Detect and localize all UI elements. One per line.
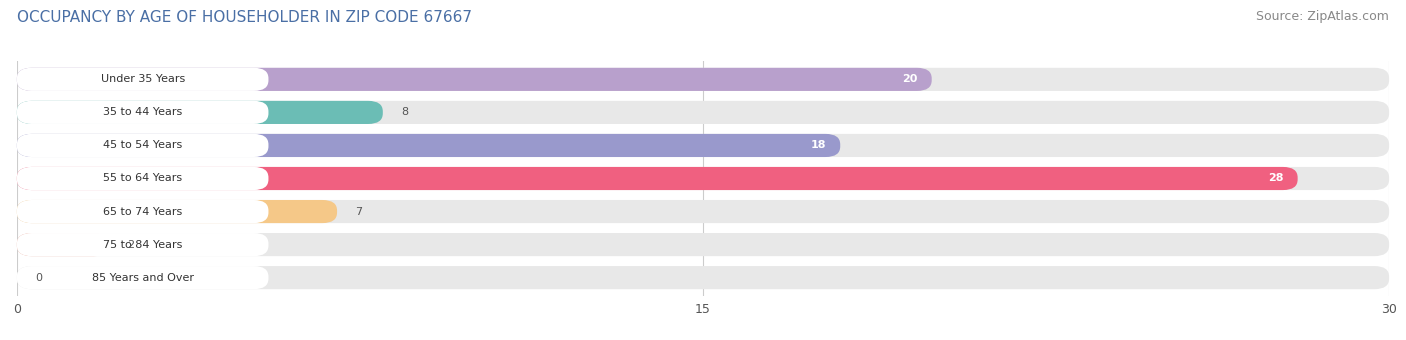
- FancyBboxPatch shape: [17, 167, 1389, 190]
- Text: 18: 18: [811, 140, 827, 151]
- Text: 28: 28: [1268, 173, 1284, 184]
- FancyBboxPatch shape: [17, 134, 1389, 157]
- FancyBboxPatch shape: [17, 233, 108, 256]
- FancyBboxPatch shape: [17, 101, 1389, 124]
- FancyBboxPatch shape: [17, 200, 269, 223]
- Text: 85 Years and Over: 85 Years and Over: [91, 273, 194, 283]
- Text: 35 to 44 Years: 35 to 44 Years: [103, 107, 183, 117]
- Text: 45 to 54 Years: 45 to 54 Years: [103, 140, 183, 151]
- FancyBboxPatch shape: [17, 200, 1389, 223]
- Text: 2: 2: [127, 240, 134, 250]
- FancyBboxPatch shape: [17, 200, 337, 223]
- Text: 65 to 74 Years: 65 to 74 Years: [103, 206, 183, 217]
- FancyBboxPatch shape: [17, 68, 932, 91]
- FancyBboxPatch shape: [17, 266, 269, 289]
- FancyBboxPatch shape: [17, 68, 1389, 91]
- Text: 20: 20: [903, 74, 918, 84]
- Text: 8: 8: [401, 107, 408, 117]
- Text: Under 35 Years: Under 35 Years: [101, 74, 184, 84]
- FancyBboxPatch shape: [17, 167, 269, 190]
- FancyBboxPatch shape: [17, 68, 269, 91]
- Text: 7: 7: [356, 206, 363, 217]
- Text: 0: 0: [35, 273, 42, 283]
- Text: OCCUPANCY BY AGE OF HOUSEHOLDER IN ZIP CODE 67667: OCCUPANCY BY AGE OF HOUSEHOLDER IN ZIP C…: [17, 10, 472, 25]
- FancyBboxPatch shape: [17, 167, 1298, 190]
- Text: 55 to 64 Years: 55 to 64 Years: [103, 173, 183, 184]
- FancyBboxPatch shape: [17, 101, 382, 124]
- FancyBboxPatch shape: [17, 266, 1389, 289]
- FancyBboxPatch shape: [17, 101, 269, 124]
- FancyBboxPatch shape: [17, 233, 1389, 256]
- FancyBboxPatch shape: [17, 134, 841, 157]
- FancyBboxPatch shape: [17, 134, 269, 157]
- FancyBboxPatch shape: [17, 233, 269, 256]
- Text: 75 to 84 Years: 75 to 84 Years: [103, 240, 183, 250]
- Text: Source: ZipAtlas.com: Source: ZipAtlas.com: [1256, 10, 1389, 23]
